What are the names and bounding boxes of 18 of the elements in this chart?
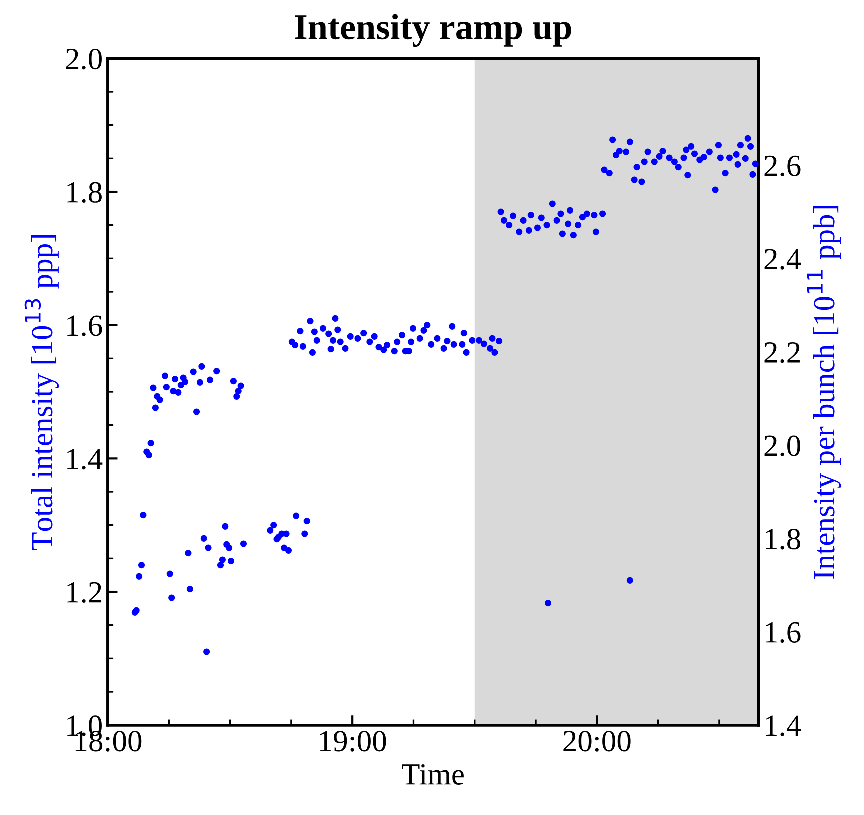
y-tick-label: 1.6 [68, 316, 102, 336]
x-axis-title: Time [402, 764, 464, 785]
y2-tick-label: 1.4 [766, 716, 802, 736]
y2-tick-label: 1.8 [766, 529, 800, 550]
y2-axis-title: Intensity per bunch [10$^{11}$ ppb] [807, 206, 842, 580]
y-tick-label: 2.0 [66, 48, 102, 70]
x-tick-label: 20:00 [564, 731, 631, 752]
x-tick-label: 19:00 [320, 731, 386, 752]
y-tick-label: 1.8 [68, 182, 102, 204]
y-tick-label: 1.4 [68, 449, 103, 470]
y2-tick-label: 2.0 [764, 436, 800, 456]
y2-tick-label: 2.2 [764, 342, 800, 364]
y2-tick-label: 2.4 [764, 249, 802, 270]
chart-title: Intensity ramp up [295, 14, 572, 48]
y2-tick-label: 2.6 [764, 156, 801, 177]
y2-tick-label: 1.6 [766, 622, 801, 644]
y-axis-title: Total intensity [10$^{13}$ ppp] [24, 235, 60, 550]
y-tick-label: 1.2 [68, 582, 102, 604]
